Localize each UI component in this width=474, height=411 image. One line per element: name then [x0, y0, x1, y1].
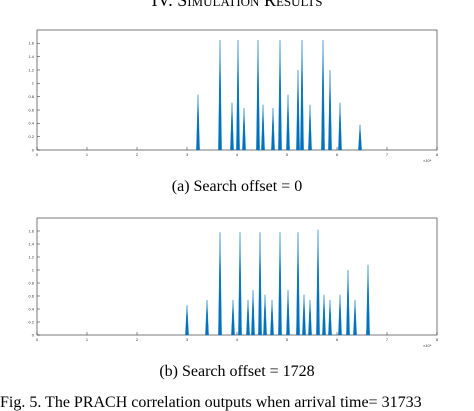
y-tick-label: 0.8 — [28, 280, 34, 285]
spike — [218, 39, 222, 151]
subfigure-caption: (b) Search offset = 1728 — [159, 363, 314, 380]
x-tick-label: 6 — [336, 152, 339, 157]
y-tick-label: 0 — [32, 147, 35, 152]
spike — [366, 264, 370, 336]
x-tick-label: 3 — [186, 152, 189, 157]
spike — [278, 39, 282, 151]
spike — [322, 294, 326, 336]
y-tick-label: 0.6 — [28, 293, 34, 298]
spike — [246, 299, 250, 336]
y-tick-label: 0.2 — [28, 319, 34, 324]
spike — [238, 232, 242, 336]
spike — [251, 290, 255, 336]
y-tick-label: 1 — [32, 267, 35, 272]
y-tick-label: 0.6 — [28, 107, 34, 112]
spike — [308, 104, 312, 151]
x-tick-label: 1 — [86, 152, 89, 157]
section-heading: IV. Simulation Results — [152, 0, 323, 10]
spike — [328, 69, 332, 151]
y-tick-label: 1.2 — [28, 254, 34, 259]
x-tick-label: 5 — [286, 152, 289, 157]
spike — [316, 229, 320, 336]
x-tick-label: 8 — [436, 152, 439, 157]
spike — [296, 69, 300, 151]
x-tick-label: 7 — [386, 337, 389, 342]
spike — [196, 94, 200, 151]
y-tick-label: 0.2 — [28, 134, 34, 139]
spike — [338, 102, 342, 151]
spike — [346, 269, 350, 336]
spike — [278, 232, 282, 336]
y-tick-label: 1 — [32, 81, 35, 86]
x-tick-label: 0 — [36, 337, 39, 342]
spike — [236, 39, 240, 151]
y-tick-label: 1.4 — [28, 241, 34, 246]
x-tick-label: 1 — [86, 337, 89, 342]
spike — [205, 299, 209, 336]
x-tick-label: 4 — [236, 152, 239, 157]
spike — [296, 232, 300, 336]
spike — [338, 294, 342, 336]
spike — [328, 299, 332, 336]
spike — [300, 39, 304, 151]
y-tick-label: 1.6 — [28, 41, 34, 46]
x-tick-label: 4 — [236, 337, 239, 342]
spike — [286, 290, 290, 336]
y-tick-label: 0.8 — [28, 94, 34, 99]
plot-frame — [36, 217, 438, 336]
x-exponent: ×10⁴ — [423, 343, 432, 348]
x-tick-label: 5 — [286, 337, 289, 342]
spike — [258, 232, 262, 336]
x-exponent: ×10⁴ — [423, 158, 432, 163]
x-tick-label: 2 — [136, 337, 139, 342]
spike — [353, 299, 357, 336]
spike — [185, 305, 189, 336]
spike — [261, 104, 265, 151]
spike — [358, 124, 362, 151]
spike — [231, 299, 235, 336]
spike — [263, 294, 267, 336]
y-tick-label: 0.4 — [28, 121, 34, 126]
y-tick-label: 1.2 — [28, 67, 34, 72]
figure-caption: Fig. 5. The PRACH correlation outputs wh… — [0, 394, 422, 411]
spike — [302, 294, 306, 336]
spike — [242, 107, 246, 151]
x-tick-label: 3 — [186, 337, 189, 342]
y-tick-label: 0 — [32, 332, 35, 337]
x-tick-label: 8 — [436, 337, 439, 342]
spike — [286, 94, 290, 151]
x-tick-label: 0 — [36, 152, 39, 157]
spike — [271, 107, 275, 151]
spike — [230, 102, 234, 151]
spike — [321, 39, 325, 151]
x-tick-label: 6 — [336, 337, 339, 342]
x-tick-label: 7 — [386, 152, 389, 157]
subfigure-caption: (a) Search offset = 0 — [172, 178, 302, 195]
x-tick-label: 2 — [136, 152, 139, 157]
spike — [308, 299, 312, 336]
spike — [270, 299, 274, 336]
y-tick-label: 0.4 — [28, 306, 34, 311]
y-tick-label: 1.6 — [28, 228, 34, 233]
spike — [218, 232, 222, 336]
y-tick-label: 1.4 — [28, 54, 34, 59]
spike — [256, 39, 260, 151]
